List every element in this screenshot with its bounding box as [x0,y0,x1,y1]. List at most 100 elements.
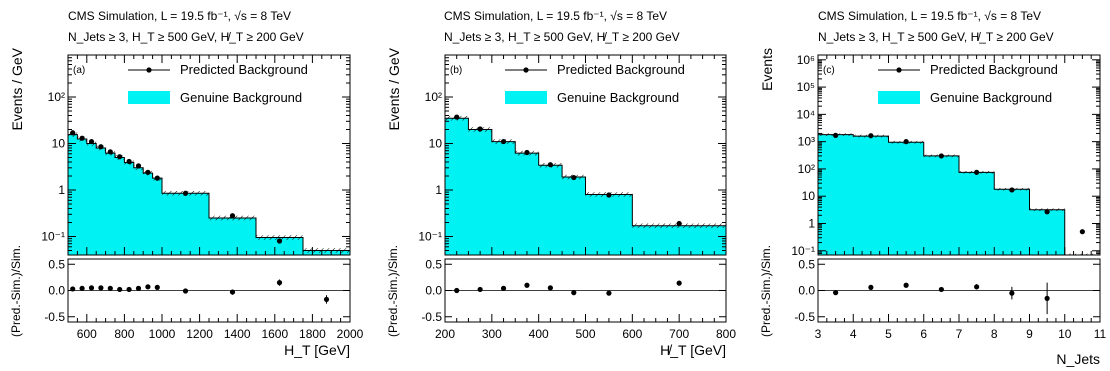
y-tick-label: 10² [798,162,815,176]
ratio-point [833,290,838,295]
y-tick-label: 10² [48,90,65,104]
ratio-point [904,283,909,288]
y-tick-label: 10⁴ [796,107,815,121]
ratio-point [136,286,141,291]
legend-predicted-label: Predicted Background [557,62,685,77]
predicted-point [524,150,529,155]
header-line-1: CMS Simulation, L = 19.5 fb⁻¹, √s = 8 Te… [444,9,667,23]
x-tick-label: 7 [956,327,963,341]
legend-predicted-label: Predicted Background [930,62,1058,77]
ratio-point [70,286,75,291]
x-axis-label: H_T [GeV] [284,342,350,358]
ratio-point [677,281,682,286]
x-axis-label: H̸_T [GeV] [660,342,726,358]
ratio-y-tick-label: 0.5 [798,257,815,271]
predicted-point [80,136,85,141]
predicted-point [127,159,132,164]
x-tick-label: 500 [575,327,595,341]
legend-predicted-marker [523,67,528,72]
predicted-point [868,133,873,138]
ratio-point [98,285,103,290]
ratio-point [524,283,529,288]
ratio-y-tick-label: 0.0 [425,284,442,298]
predicted-point [98,144,103,149]
y-tick-label: 10 [52,136,66,150]
legend-genuine-swatch [878,91,920,104]
ratio-point [108,286,113,291]
ratio-point [145,284,150,289]
x-tick-label: 800 [716,327,736,341]
ratio-axis-label: (Pred.-Sim.)/Sim. [9,245,23,337]
chart-panel-3: CMS Simulation, L = 19.5 fb⁻¹, √s = 8 Te… [759,9,1107,367]
legend-predicted-label: Predicted Background [180,62,308,77]
y-axis-label: Events [759,48,775,91]
y-axis-label: Events / GeV [386,47,402,130]
header-line-2: N_Jets ≥ 3, H_T ≥ 500 GeV, H̸_T ≥ 200 Ge… [818,30,1054,44]
predicted-point [183,191,188,196]
y-axis-label: Events / GeV [9,47,25,130]
predicted-point [904,139,909,144]
header-line-1: CMS Simulation, L = 19.5 fb⁻¹, √s = 8 Te… [818,9,1041,23]
header-line-2: N_Jets ≥ 3, H_T ≥ 500 GeV, H̸_T ≥ 200 Ge… [444,30,680,44]
x-tick-label: 700 [669,327,689,341]
ratio-point [89,285,94,290]
y-tick-label: 10⁵ [797,80,815,94]
ratio-point [548,285,553,290]
predicted-point [1045,209,1050,214]
x-tick-label: 1200 [186,327,213,341]
x-tick-label: 1400 [224,327,251,341]
ratio-point [868,285,873,290]
predicted-point [677,221,682,226]
x-tick-label: 200 [435,327,455,341]
predicted-point [571,175,576,180]
ratio-y-tick-label: 0.5 [425,257,442,271]
predicted-point [478,126,483,131]
header-line-2: N_Jets ≥ 3, H_T ≥ 500 GeV, H̸_T ≥ 200 Ge… [68,30,304,44]
ratio-point [324,297,329,302]
legend-genuine-label: Genuine Background [180,90,302,105]
x-tick-label: 1000 [149,327,176,341]
ratio-point [80,286,85,291]
predicted-point [454,114,459,119]
ratio-point [230,289,235,294]
header-line-1: CMS Simulation, L = 19.5 fb⁻¹, √s = 8 Te… [68,9,291,23]
ratio-point [117,287,122,292]
chart-panel-2: CMS Simulation, L = 19.5 fb⁻¹, √s = 8 Te… [386,9,736,358]
x-tick-label: 11 [1094,327,1107,341]
predicted-point [1080,229,1085,234]
y-tick-label: 10⁻¹ [41,229,65,243]
legend-genuine-label: Genuine Background [930,90,1052,105]
ratio-y-tick-label: -0.5 [794,310,815,324]
ratio-point [183,288,188,293]
ratio-y-tick-label: -0.5 [421,310,442,324]
predicted-point [108,149,113,154]
ratio-y-tick-label: 0.0 [798,284,815,298]
ratio-point [974,284,979,289]
predicted-point [155,176,160,181]
ratio-point [501,286,506,291]
ratio-point [277,280,282,285]
predicted-point [974,170,979,175]
y-tick-label: 10⁻¹ [418,229,442,243]
y-tick-label: 10⁶ [797,53,815,67]
genuine-background-fill [818,135,1100,255]
x-tick-label: 300 [482,327,502,341]
predicted-point [833,133,838,138]
legend-genuine-label: Genuine Background [557,90,679,105]
y-tick-label: 10 [429,136,443,150]
x-tick-label: 1800 [299,327,326,341]
x-tick-label: 1600 [261,327,288,341]
legend-predicted-marker [896,67,901,72]
panel-label: (b) [450,65,462,76]
ratio-point [1009,291,1014,296]
y-tick-label: 10³ [798,135,815,149]
predicted-point [548,162,553,167]
ratio-point [454,288,459,293]
x-tick-label: 800 [114,327,134,341]
x-tick-label: 400 [529,327,549,341]
x-tick-label: 2000 [337,327,364,341]
predicted-point [277,238,282,243]
x-tick-label: 600 [622,327,642,341]
x-tick-label: 9 [1026,327,1033,341]
x-tick-label: 6 [920,327,927,341]
